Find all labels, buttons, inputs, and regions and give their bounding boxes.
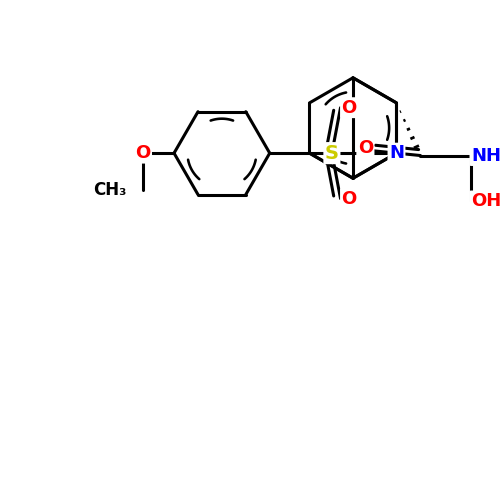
Text: O: O: [358, 140, 373, 158]
Text: O: O: [136, 144, 150, 162]
Text: CH₃: CH₃: [93, 182, 126, 200]
Text: N: N: [389, 144, 404, 162]
Text: O: O: [342, 190, 357, 208]
Text: NH: NH: [471, 146, 500, 164]
Text: S: S: [325, 144, 339, 163]
Text: OH: OH: [471, 192, 500, 210]
Text: O: O: [342, 98, 357, 116]
